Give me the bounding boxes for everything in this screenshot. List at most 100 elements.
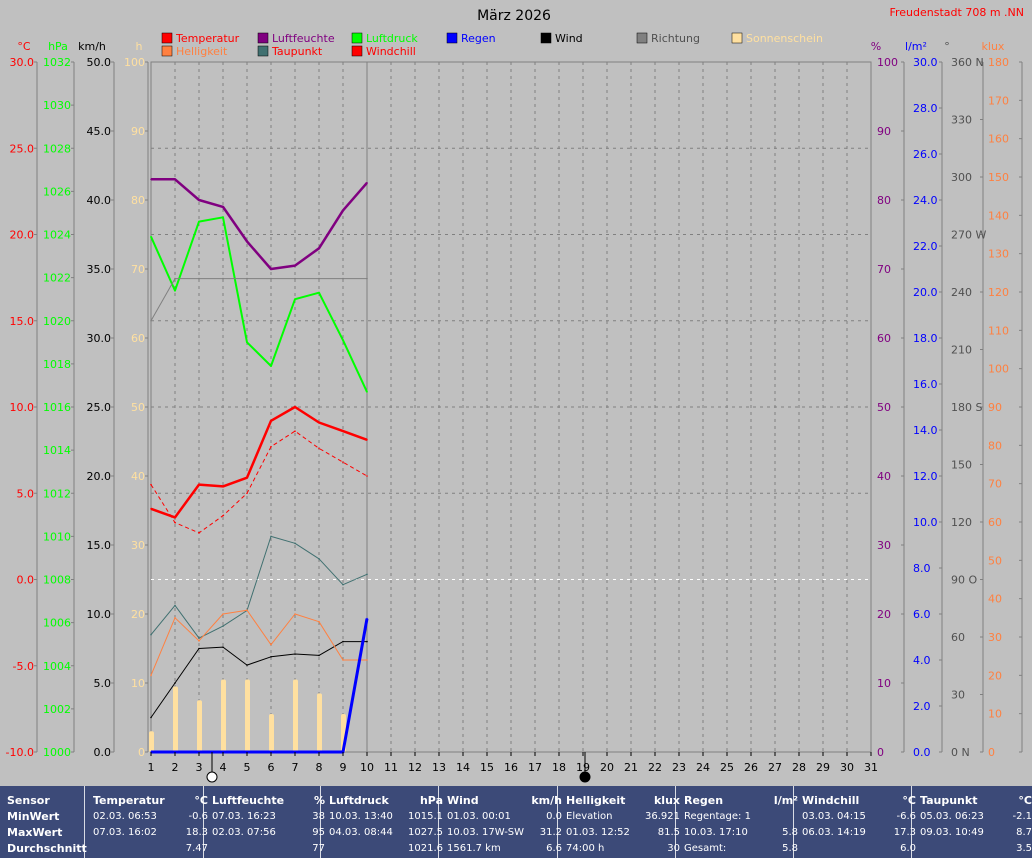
panel-title: Luftdruck xyxy=(329,794,389,807)
data-point-wind xyxy=(246,664,248,666)
legend-swatch xyxy=(636,32,648,44)
panel-title: Temperatur xyxy=(93,794,165,807)
panel-cell-value: 36.921 xyxy=(645,811,680,822)
data-point-taupunkt xyxy=(270,535,272,538)
tick-label-brightness: 100 xyxy=(988,363,1009,376)
tick-label-humidity: 60 xyxy=(877,332,891,345)
panel-unit: km/h xyxy=(531,794,562,807)
data-point-temperatur xyxy=(246,476,248,479)
x-tick-label: 1 xyxy=(148,761,155,774)
station-label: Freudenstadt 708 m .NN xyxy=(889,6,1024,19)
tick-label-rain: 18.0 xyxy=(913,332,938,345)
stats-panel-helligkeit: Helligkeit klux Elevation 36.921 01.03. 12:5… xyxy=(566,786,680,858)
data-point-richtung xyxy=(174,277,176,280)
data-point-luftdruck xyxy=(198,220,200,223)
axis-unit-rain: l/m² xyxy=(905,40,927,53)
panel-cell-value: 1015.1 xyxy=(408,811,443,822)
series-line-temperatur xyxy=(150,405,368,519)
data-point-temperatur xyxy=(366,438,368,441)
data-point-richtung xyxy=(318,277,320,280)
legend-swatch xyxy=(731,32,743,44)
data-point-taupunkt xyxy=(366,573,368,576)
tick-label-rain: 2.0 xyxy=(913,700,931,713)
tick-label-humidity: 10 xyxy=(877,677,891,690)
tick-label-rain: 6.0 xyxy=(913,608,931,621)
tick-label-sunshine: 30 xyxy=(131,539,145,552)
chart-title: März 2026 xyxy=(477,8,551,24)
tick-label-humidity: 100 xyxy=(877,56,898,69)
data-point-luftfeuchte xyxy=(366,181,368,184)
panel-unit: °C xyxy=(902,794,916,807)
data-point-temperatur xyxy=(222,485,224,488)
panel-cell-label: 04.03. 08:44 xyxy=(329,827,393,838)
data-point-luftfeuchte xyxy=(222,206,224,208)
x-tick-label: 6 xyxy=(268,761,275,774)
x-tick-label: 17 xyxy=(528,761,542,774)
sunshine-bar xyxy=(149,731,154,752)
axis-unit-brightness: klux xyxy=(982,40,1005,53)
series-lines xyxy=(150,178,369,754)
tick-label-temperature: -10.0 xyxy=(6,746,34,759)
x-tick-label: 31 xyxy=(864,761,878,774)
panel-cell-value: 17.3 xyxy=(893,827,916,838)
data-point-richtung xyxy=(222,277,224,280)
data-point-windchill xyxy=(246,492,248,495)
stats-panel-regen: Regen l/m² Regentage: 1 10.03. 17:10 5.8 Gesa… xyxy=(684,786,798,858)
panel-cell-value: 0.0 xyxy=(546,811,562,822)
x-tick-label: 23 xyxy=(672,761,686,774)
tick-label-direction: 150 xyxy=(951,459,972,472)
axis-unit-direction: ° xyxy=(944,40,950,53)
tick-label-wind: 40.0 xyxy=(87,194,112,207)
tick-label-brightness: 30 xyxy=(988,631,1002,644)
data-point-taupunkt xyxy=(150,633,152,636)
tick-label-rain: 24.0 xyxy=(913,194,938,207)
legend-swatch xyxy=(257,45,269,57)
tick-label-pressure: 1030 xyxy=(43,99,71,112)
x-tick-label: 25 xyxy=(720,761,734,774)
tick-label-pressure: 1006 xyxy=(43,617,71,630)
panel-title: Regen xyxy=(684,794,724,807)
x-tick-label: 22 xyxy=(648,761,662,774)
panel-cell-value: 95 xyxy=(312,827,325,838)
data-point-helligkeit xyxy=(270,643,272,646)
data-point-temperatur xyxy=(318,421,320,424)
x-tick-label: 5 xyxy=(244,761,251,774)
panel-cell-value: 38 xyxy=(312,811,325,822)
sensor-row-min: MinWert xyxy=(7,810,60,823)
axis-unit-sunshine: h xyxy=(136,40,143,53)
series-line-windchill xyxy=(150,430,368,534)
tick-label-wind: 30.0 xyxy=(87,332,112,345)
x-tick-label: 30 xyxy=(840,761,854,774)
tick-label-rain: 20.0 xyxy=(913,286,938,299)
tick-label-wind: 50.0 xyxy=(87,56,112,69)
panel-separator xyxy=(84,786,85,858)
panel-cell-label: 02.03. 07:56 xyxy=(212,827,276,838)
tick-label-direction: 330 xyxy=(951,114,972,127)
data-point-luftfeuchte xyxy=(270,268,272,270)
data-point-windchill xyxy=(222,514,224,517)
sunshine-bar xyxy=(269,714,274,752)
data-point-helligkeit xyxy=(174,617,176,619)
data-point-helligkeit xyxy=(366,659,368,661)
sunshine-bar xyxy=(245,679,250,752)
tick-label-temperature: 25.0 xyxy=(10,142,35,155)
tick-label-wind: 25.0 xyxy=(87,401,112,414)
tick-label-humidity: 30 xyxy=(877,539,891,552)
tick-label-brightness: 90 xyxy=(988,401,1002,414)
panel-cell-value: 1027.5 xyxy=(408,827,443,838)
tick-label-temperature: 10.0 xyxy=(10,401,35,414)
panel-title: Helligkeit xyxy=(566,794,626,807)
sensor-title: Sensor xyxy=(7,794,50,807)
data-point-helligkeit xyxy=(198,640,200,642)
sunshine-bar xyxy=(317,693,322,752)
axis-unit-humidity: % xyxy=(871,40,881,53)
data-point-wind xyxy=(294,653,296,655)
panel-separator xyxy=(320,786,321,858)
tick-label-wind: 35.0 xyxy=(87,263,112,276)
x-tick-label: 4 xyxy=(220,761,227,774)
tick-label-temperature: 20.0 xyxy=(10,229,35,242)
panel-cell-value: 5.8 xyxy=(782,827,798,838)
x-tick-label: 26 xyxy=(744,761,758,774)
tick-label-temperature: 30.0 xyxy=(10,56,35,69)
data-point-wind xyxy=(270,655,272,658)
